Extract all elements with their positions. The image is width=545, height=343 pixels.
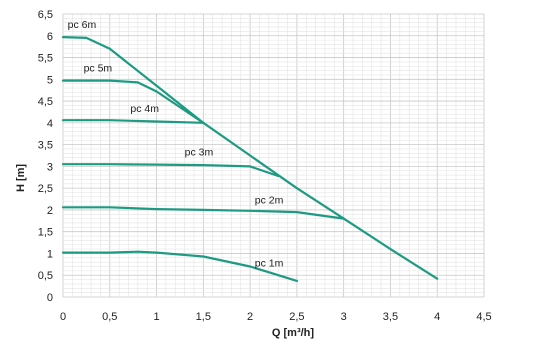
series-line-pc-3m bbox=[61, 163, 280, 178]
series-label: pc 2m bbox=[255, 194, 284, 206]
series-curves bbox=[61, 35, 439, 282]
x-tick-label: 0,5 bbox=[102, 311, 117, 323]
y-tick-label: 1,5 bbox=[38, 227, 53, 239]
y-tick-label: 2 bbox=[47, 205, 53, 217]
series-label: pc 3m bbox=[185, 147, 214, 159]
x-tick-label: 2,5 bbox=[289, 311, 304, 323]
series-line-pc-1m bbox=[61, 250, 298, 282]
series-line-pc-2m bbox=[61, 206, 345, 220]
series-label: pc 4m bbox=[130, 103, 159, 115]
y-axis-title: H [m] bbox=[15, 164, 27, 192]
series-labels: pc 6m pc 5m pc 4m pc 3m pc 2m pc 1m bbox=[68, 19, 284, 270]
series-label: pc 5m bbox=[84, 62, 113, 74]
y-tick-label: 5,5 bbox=[38, 53, 53, 65]
y-tick-label: 6 bbox=[47, 31, 53, 43]
series-line-pc-5m bbox=[61, 79, 205, 124]
series-line-pc-4m bbox=[61, 119, 205, 124]
x-tick-label: 4 bbox=[434, 311, 440, 323]
x-tick-label: 2 bbox=[247, 311, 253, 323]
y-tick-label: 4,5 bbox=[38, 96, 53, 108]
x-tick-label: 1 bbox=[153, 311, 159, 323]
y-tick-label: 6,5 bbox=[38, 9, 53, 21]
y-axis-ticks: 0 0,5 1 1,5 2 2,5 3 3,5 4 4,5 5 5,5 6 6,5 bbox=[38, 9, 53, 304]
grid bbox=[62, 13, 485, 298]
y-tick-label: 2,5 bbox=[38, 183, 53, 195]
x-tick-label: 3 bbox=[341, 311, 347, 323]
y-tick-label: 4 bbox=[47, 118, 53, 130]
y-tick-label: 5 bbox=[47, 74, 53, 86]
y-tick-label: 3 bbox=[47, 161, 53, 173]
x-axis-ticks: 0 0,5 1 1,5 2 2,5 3 3,5 4 4,5 bbox=[60, 311, 492, 323]
series-line-pc-6m bbox=[61, 35, 439, 280]
x-tick-label: 0 bbox=[60, 311, 66, 323]
y-tick-label: 3,5 bbox=[38, 140, 53, 152]
series-label: pc 1m bbox=[255, 258, 284, 270]
x-tick-label: 4,5 bbox=[476, 311, 491, 323]
x-axis-title: Q [m³/h] bbox=[272, 327, 314, 339]
y-tick-label: 1 bbox=[47, 248, 53, 260]
y-tick-label: 0 bbox=[47, 292, 53, 304]
x-tick-label: 3,5 bbox=[383, 311, 398, 323]
series-label: pc 6m bbox=[68, 19, 97, 31]
x-tick-label: 1,5 bbox=[196, 311, 211, 323]
y-tick-label: 0,5 bbox=[38, 270, 53, 282]
